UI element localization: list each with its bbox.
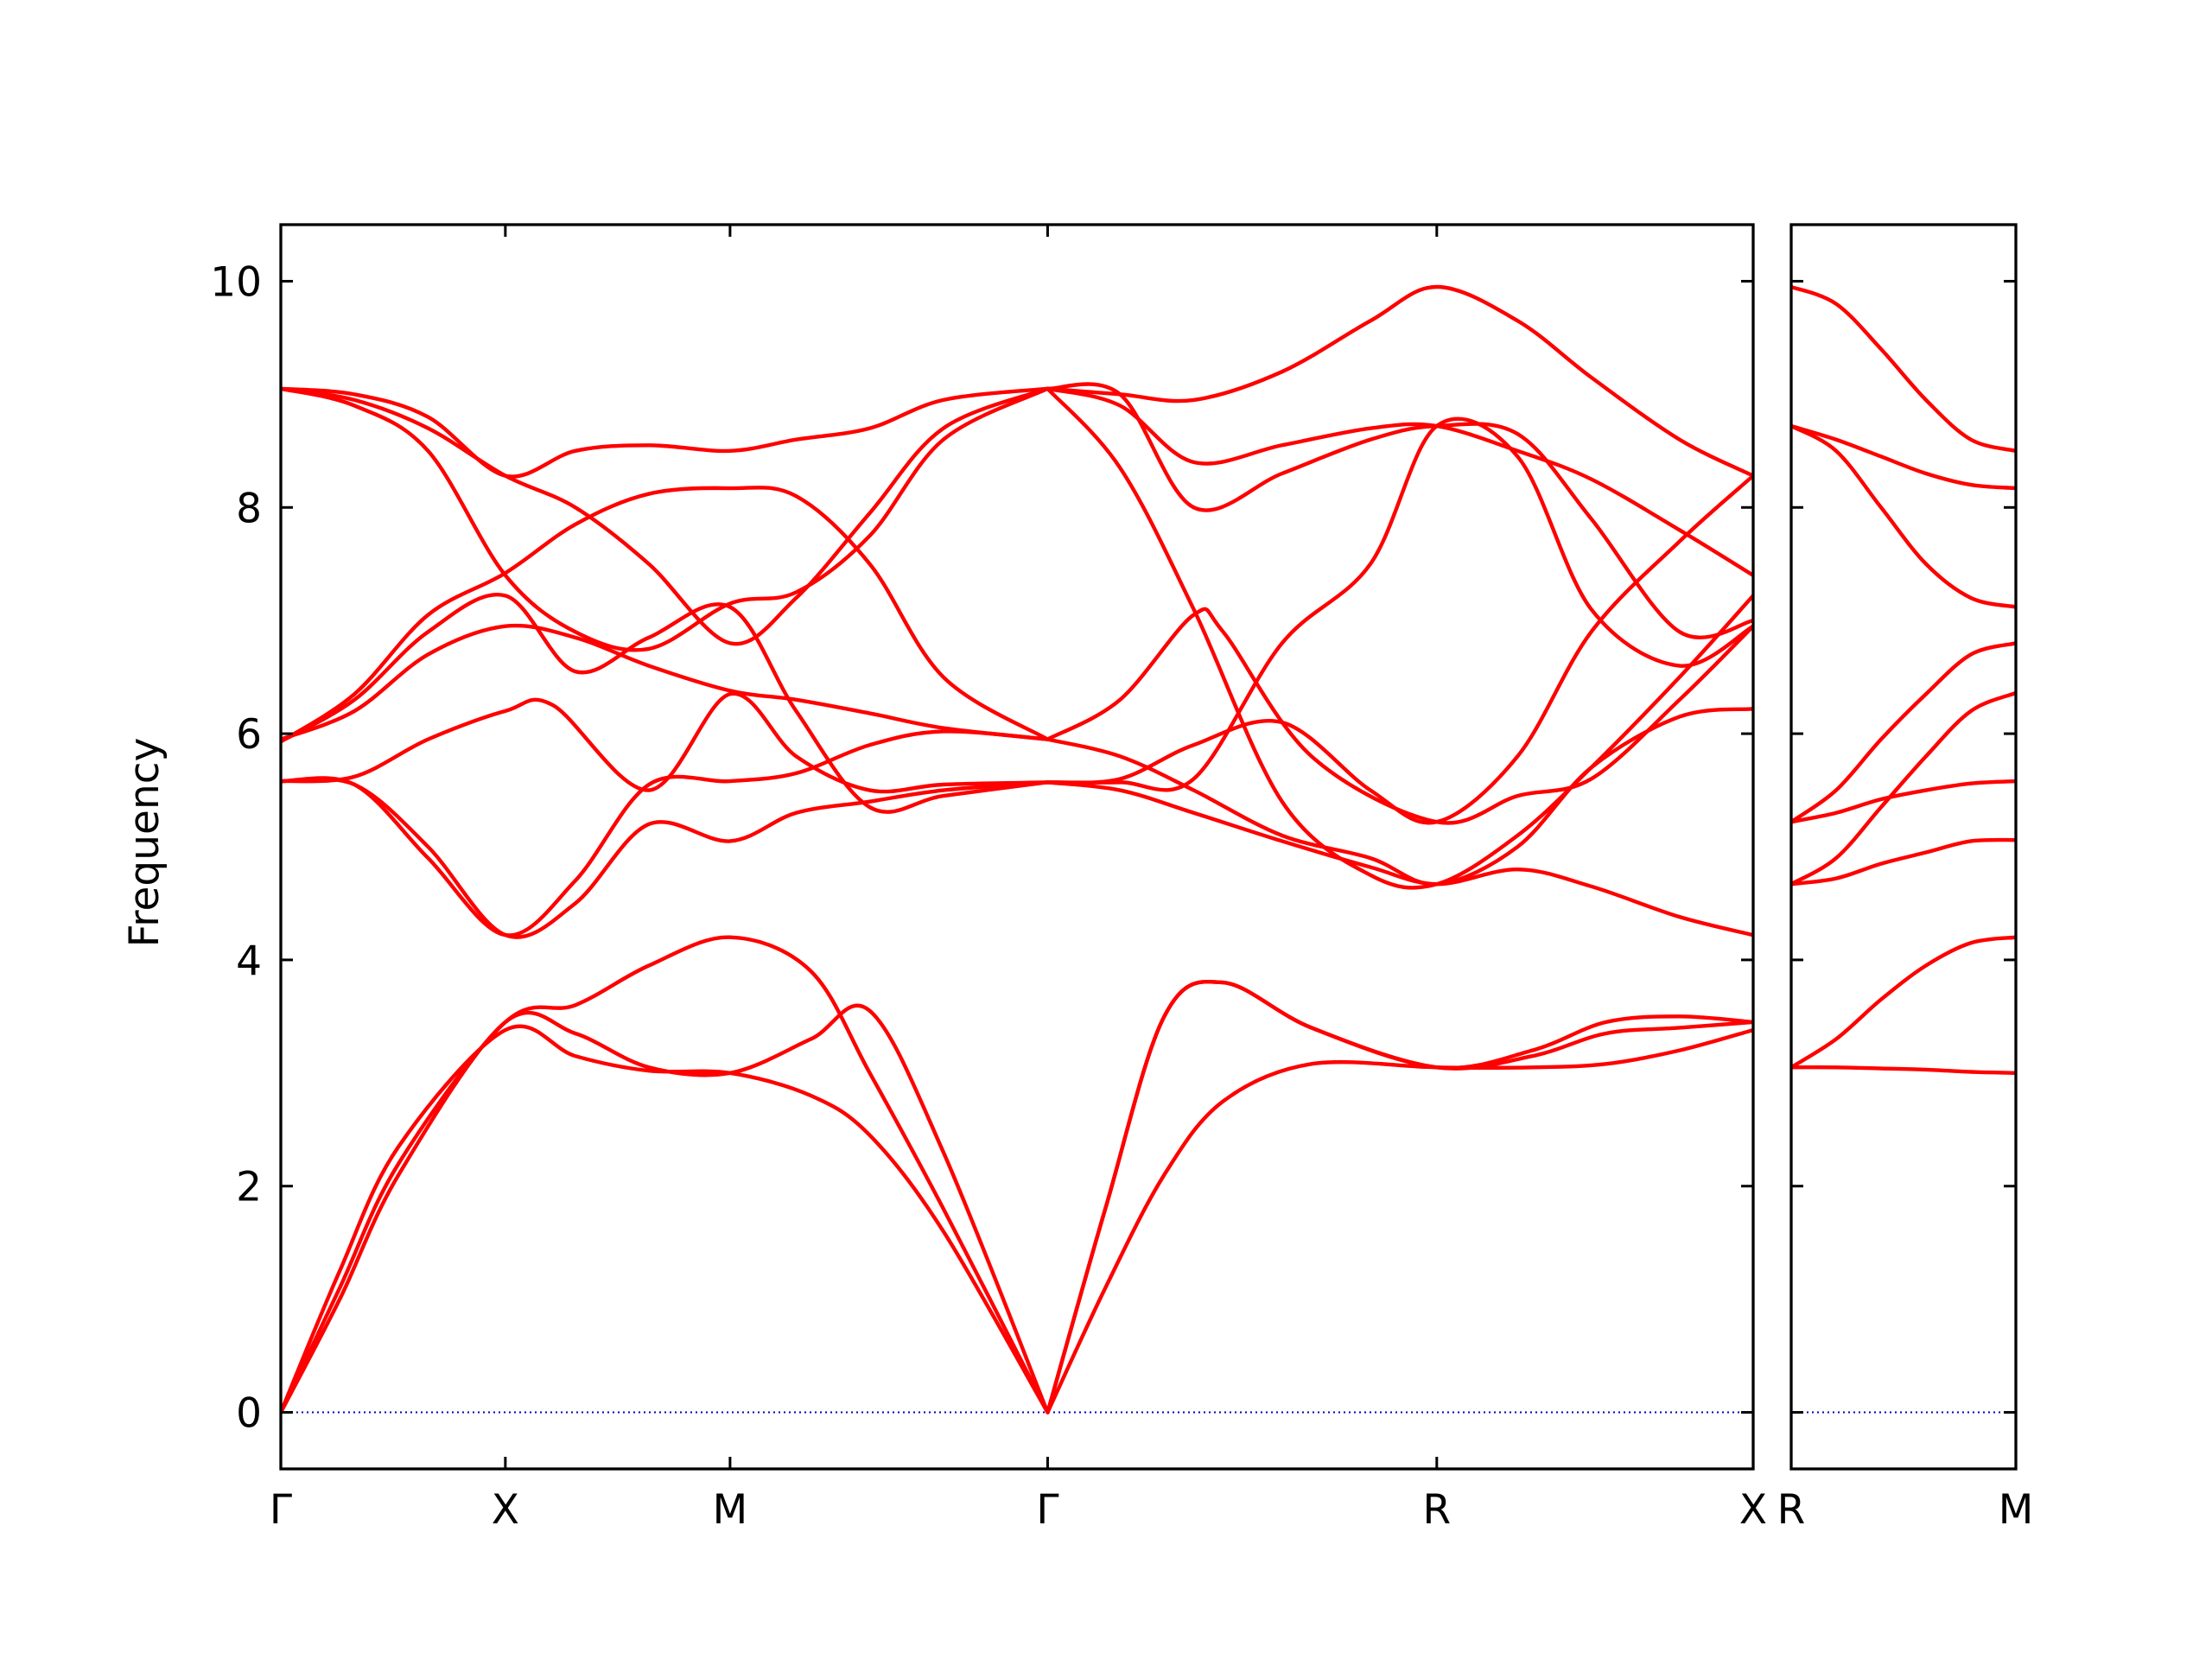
y-tick-label: 0 bbox=[236, 1390, 262, 1438]
band-line-main-6 bbox=[1046, 979, 1753, 1414]
band-line-main-11 bbox=[281, 592, 1050, 814]
band-line-side-1 bbox=[1791, 1065, 2016, 1076]
x-tick-label-main-5: R bbox=[1422, 1486, 1451, 1534]
band-line-main-20 bbox=[1046, 386, 1753, 890]
x-tick-label-main-3: M bbox=[713, 1486, 748, 1534]
band-line-main-16 bbox=[1046, 780, 1753, 938]
band-line-main-17 bbox=[1046, 707, 1753, 887]
y-tick-label: 2 bbox=[236, 1164, 262, 1211]
band-line-main-14 bbox=[281, 386, 1050, 652]
band-line-main-22 bbox=[1046, 284, 1753, 478]
band-line-main-15 bbox=[281, 386, 1050, 479]
band-line-main-3 bbox=[281, 935, 1050, 1414]
band-line-main-18 bbox=[1046, 416, 1753, 792]
panel-main: 0 2 4 6 8 10 Γ X M Γ R X bbox=[210, 223, 1767, 1534]
band-line-main-19 bbox=[1046, 607, 1753, 825]
band-line-main-9 bbox=[281, 691, 1050, 794]
band-line-main-23 bbox=[1046, 474, 1753, 825]
x-tick-label-side-2: M bbox=[1999, 1486, 2034, 1534]
band-line-main-13 bbox=[281, 386, 1050, 646]
y-axis-label: Frequency bbox=[121, 738, 168, 948]
band-line-main-12 bbox=[281, 486, 1050, 744]
band-line-main-2 bbox=[281, 1003, 1050, 1414]
band-line-side-2 bbox=[1791, 935, 2016, 1070]
band-line-side-9 bbox=[1791, 284, 2016, 454]
band-line-side-6 bbox=[1791, 641, 2016, 824]
band-line-main-10 bbox=[281, 623, 1050, 741]
band-line-side-5 bbox=[1791, 779, 2016, 824]
band-line-main-7 bbox=[281, 777, 1050, 939]
band-line-main-24 bbox=[1046, 386, 1753, 578]
band-line-main-21 bbox=[1046, 382, 1753, 639]
x-tick-label-side-1: R bbox=[1777, 1486, 1806, 1534]
band-line-side-3 bbox=[1791, 837, 2016, 887]
x-tick-label-main-4: Γ bbox=[1036, 1486, 1058, 1534]
band-line-side-4 bbox=[1791, 690, 2016, 887]
y-tick-label: 10 bbox=[210, 258, 262, 306]
plot-frame-side bbox=[1789, 223, 2018, 1471]
band-line-side-8 bbox=[1791, 423, 2016, 491]
plot-frame-main bbox=[279, 223, 1755, 1471]
x-tick-label-main-2: X bbox=[492, 1486, 519, 1534]
band-line-main-8 bbox=[281, 729, 1050, 938]
y-tick-label: 8 bbox=[236, 485, 262, 532]
y-tick-label: 4 bbox=[236, 938, 262, 985]
band-line-side-7 bbox=[1791, 423, 2016, 609]
band-line-main-1 bbox=[281, 1024, 1050, 1414]
bands-main bbox=[281, 284, 1753, 1414]
x-tick-label-main-6: X bbox=[1739, 1486, 1767, 1534]
y-tick-label: 6 bbox=[236, 711, 262, 759]
band-line-main-4 bbox=[1046, 1027, 1753, 1414]
bands-side bbox=[1791, 284, 2016, 1076]
x-tick-label-main-1: Γ bbox=[270, 1486, 292, 1534]
